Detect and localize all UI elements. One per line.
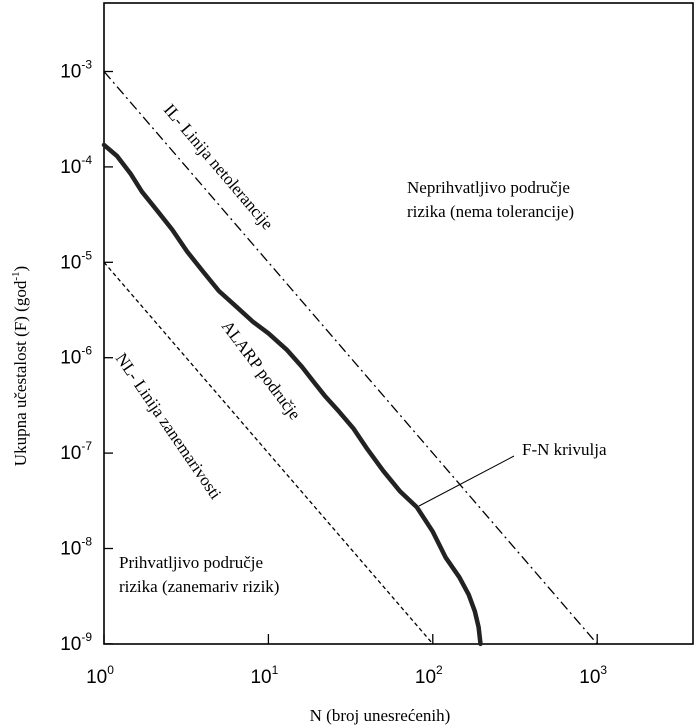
y-axis-label: Ukupna učestalost (F) (god-1) [10,266,30,466]
plot-frame [103,2,694,645]
alarp-region-label: ALARP područje [218,317,305,423]
x-tick-group: 100 101 102 103 [86,634,607,688]
x-tick-label: 103 [579,663,607,688]
il-line-label: IL- Linija netolerancije [160,100,277,233]
fn-curve [101,142,483,647]
x-tick-label: 101 [250,663,278,688]
acceptable-region-line2: rizika (zanemariv rizik) [119,577,279,596]
fn-curve-label: F-N krivulja [522,440,607,459]
y-tick-label: 10-8 [60,535,92,560]
unacceptable-region-line2: rizika (nema tolerancije) [407,202,574,221]
y-tick-label: 10-9 [60,630,92,655]
nl-line-label: NL- Linija zanemarivosti [112,350,226,503]
unacceptable-region-line1: Neprihvatljivo područje [407,178,570,197]
y-tick-label: 10-3 [60,58,92,83]
x-tick-label: 100 [86,663,114,688]
x-tick-label: 102 [415,663,443,688]
y-tick-label: 10-6 [60,344,92,369]
y-tick-group: 10-3 10-4 10-5 10-6 10-7 10-8 10-9 [60,58,113,655]
y-tick-label: 10-4 [60,153,92,178]
fn-curve-leader-line [418,455,515,507]
y-tick-label: 10-5 [60,248,92,273]
acceptable-region-line1: Prihvatljivo područje [119,553,263,572]
y-tick-label: 10-7 [60,439,92,464]
series-group [101,71,598,647]
il-intolerance-line [103,71,598,645]
x-axis-label: N (broj unesrećenih) [310,706,451,725]
